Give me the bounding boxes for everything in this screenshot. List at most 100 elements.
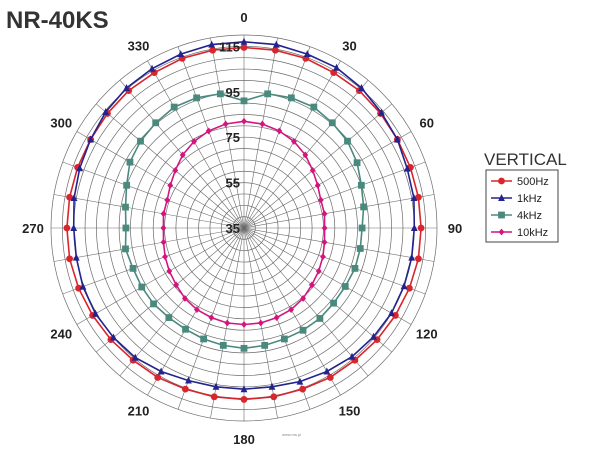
data-point: [405, 284, 413, 292]
data-point: [240, 396, 248, 403]
angle-tick-label: 120: [416, 327, 438, 342]
data-point: [321, 210, 328, 218]
angle-tick-label: 150: [339, 404, 361, 419]
data-point: [72, 253, 80, 261]
data-point: [137, 137, 144, 145]
angle-tick-labels: 0 30 60 90 120 150 180 210 240 270 300 330: [22, 10, 462, 447]
polar-grid: [50, 34, 438, 422]
data-point: [310, 103, 318, 111]
series-line: [124, 92, 365, 350]
data-point: [415, 193, 422, 201]
radial-tick-label: 95: [226, 85, 240, 100]
grid-spoke: [243, 60, 341, 229]
data-point: [240, 37, 248, 45]
data-point: [264, 90, 272, 98]
data-point: [353, 159, 361, 167]
data-point: [209, 46, 217, 54]
data-point: [110, 333, 117, 341]
data-point: [152, 119, 160, 127]
angle-tick-label: 180: [233, 432, 255, 447]
data-point: [205, 127, 212, 135]
data-point: [191, 138, 197, 145]
data-point: [328, 119, 336, 127]
data-point: [150, 300, 157, 308]
series-layer: [63, 37, 425, 403]
data-point: [240, 344, 248, 352]
grid-spoke: [147, 60, 245, 229]
data-point: [66, 255, 73, 263]
data-point: [172, 166, 179, 174]
data-point: [170, 103, 178, 111]
radial-tick-label: 115: [219, 39, 240, 54]
data-point: [272, 40, 280, 48]
data-point: [131, 353, 139, 361]
data-point: [321, 238, 328, 246]
data-point: [185, 376, 192, 384]
angle-tick-label: 240: [50, 327, 72, 342]
grid-spoke: [53, 227, 245, 262]
data-point: [287, 94, 295, 102]
data-point: [408, 253, 416, 261]
grid-spoke: [243, 227, 393, 353]
data-point: [160, 210, 167, 218]
data-point: [415, 255, 422, 263]
data-point: [299, 385, 307, 393]
data-point: [122, 203, 129, 211]
data-point: [240, 44, 248, 51]
data-point: [123, 181, 131, 189]
data-point: [257, 319, 264, 327]
data-point: [268, 382, 276, 390]
data-point: [309, 166, 316, 174]
grid-spoke: [243, 103, 393, 229]
data-point: [216, 90, 224, 98]
radial-tick-label: 55: [226, 176, 240, 191]
grid-spoke: [243, 227, 435, 262]
data-point: [333, 63, 340, 71]
data-point: [102, 107, 110, 115]
data-point: [270, 393, 278, 401]
data-point: [315, 267, 322, 275]
data-point: [200, 335, 208, 343]
data-point: [92, 309, 99, 317]
data-point: [378, 108, 385, 116]
data-point: [129, 264, 137, 272]
series-10kHz: [160, 117, 328, 328]
data-point: [182, 325, 189, 333]
data-point: [181, 385, 189, 393]
data-point: [388, 309, 395, 317]
data-point: [240, 385, 248, 393]
data-point: [273, 314, 280, 322]
data-point: [410, 224, 418, 231]
chart-title: NR-40KS: [6, 7, 109, 34]
angle-tick-label: 210: [128, 404, 150, 419]
data-point: [157, 367, 165, 375]
data-point: [276, 127, 283, 135]
data-point: [166, 267, 173, 275]
watermark-text: www.ms.pl: [282, 432, 301, 437]
data-point: [321, 224, 328, 232]
data-point: [173, 281, 180, 289]
data-point: [356, 245, 364, 252]
data-point: [160, 224, 167, 232]
data-point: [410, 194, 418, 202]
data-point: [299, 326, 307, 334]
data-point: [162, 253, 168, 261]
data-point: [330, 69, 338, 77]
data-point: [122, 245, 129, 253]
legend-item: 10kHz: [491, 227, 548, 239]
data-point: [326, 374, 334, 381]
angle-tick-label: 330: [128, 38, 150, 53]
data-point: [126, 158, 134, 166]
data-point: [160, 238, 167, 246]
legend-item: 1kHz: [491, 193, 542, 205]
data-point: [241, 117, 247, 125]
grid-spoke: [243, 227, 369, 377]
legend-box: [485, 169, 559, 243]
angle-tick-label: 90: [448, 221, 462, 236]
grid-spoke: [243, 131, 412, 229]
data-point: [222, 120, 229, 128]
angle-tick-label: 30: [342, 38, 356, 53]
data-point: [167, 182, 174, 189]
grid-spoke: [62, 161, 245, 229]
